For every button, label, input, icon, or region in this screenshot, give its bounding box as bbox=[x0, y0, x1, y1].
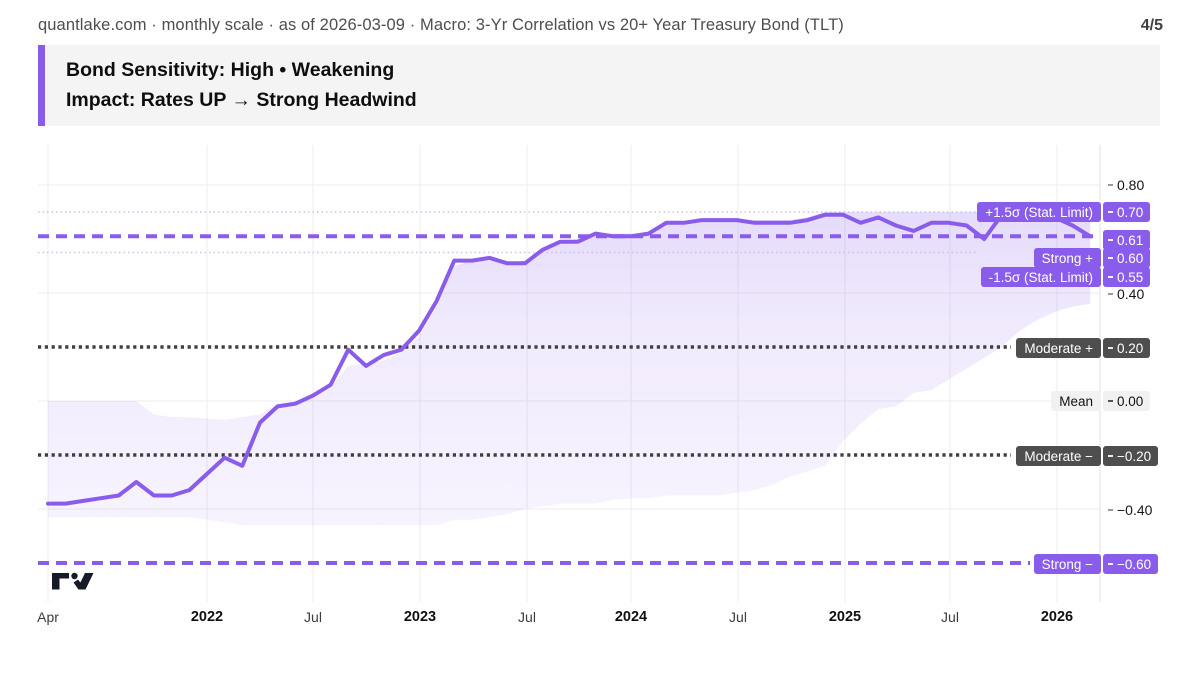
axis-tick bbox=[1108, 347, 1113, 349]
x-axis-tick-label: Jul bbox=[518, 609, 536, 625]
axis-tick bbox=[1108, 276, 1113, 278]
y-axis-value-label: 0.00 bbox=[1103, 391, 1150, 411]
axis-tick bbox=[1108, 455, 1113, 457]
y-axis-value-label: −0.40 bbox=[1103, 500, 1159, 520]
y-axis-level-label: Mean bbox=[1051, 391, 1101, 411]
axis-tick bbox=[1108, 563, 1113, 565]
axis-tick bbox=[1108, 400, 1113, 402]
axis-tick bbox=[1108, 509, 1113, 511]
x-axis-tick-label: Apr bbox=[37, 609, 59, 625]
x-axis-tick-label: Jul bbox=[304, 609, 322, 625]
y-axis-level-label: Moderate + bbox=[1016, 338, 1101, 358]
x-axis-tick-label: 2026 bbox=[1041, 609, 1073, 625]
axis-tick bbox=[1108, 184, 1113, 186]
macro-correlation-slide: quantlake.com · monthly scale · as of 20… bbox=[0, 0, 1200, 675]
x-axis-tick-label: 2025 bbox=[829, 609, 861, 625]
axis-tick bbox=[1108, 257, 1113, 259]
y-axis-level-label: Strong − bbox=[1034, 554, 1101, 574]
x-axis-tick-label: Jul bbox=[941, 609, 959, 625]
y-axis-value-label: 0.70 bbox=[1103, 202, 1150, 222]
current-value-badge: 0.61 bbox=[1103, 230, 1150, 250]
x-axis-tick-label: 2023 bbox=[404, 609, 436, 625]
y-axis-value-label: 0.40 bbox=[1103, 284, 1151, 304]
y-axis-level-label: +1.5σ (Stat. Limit) bbox=[977, 202, 1101, 222]
plot-area bbox=[38, 145, 1100, 602]
y-axis-value-label: −0.20 bbox=[1103, 446, 1158, 466]
y-axis-value-label: −0.60 bbox=[1103, 554, 1158, 574]
x-axis-tick-label: Jul bbox=[729, 609, 747, 625]
y-axis-level-label: Moderate − bbox=[1016, 446, 1101, 466]
x-axis-tick-label: 2022 bbox=[191, 609, 223, 625]
y-axis-level-label: -1.5σ (Stat. Limit) bbox=[981, 267, 1101, 287]
y-axis-value-label: 0.60 bbox=[1103, 248, 1150, 268]
y-axis-value-label: 0.80 bbox=[1103, 175, 1151, 195]
tradingview-logo-icon[interactable] bbox=[52, 573, 94, 590]
x-axis-tick-label: 2024 bbox=[615, 609, 647, 625]
axis-tick bbox=[1108, 239, 1113, 241]
axis-tick bbox=[1108, 293, 1113, 295]
y-axis-value-label: 0.20 bbox=[1103, 338, 1150, 358]
y-axis-level-label: Strong + bbox=[1034, 248, 1101, 268]
axis-tick bbox=[1108, 211, 1113, 213]
